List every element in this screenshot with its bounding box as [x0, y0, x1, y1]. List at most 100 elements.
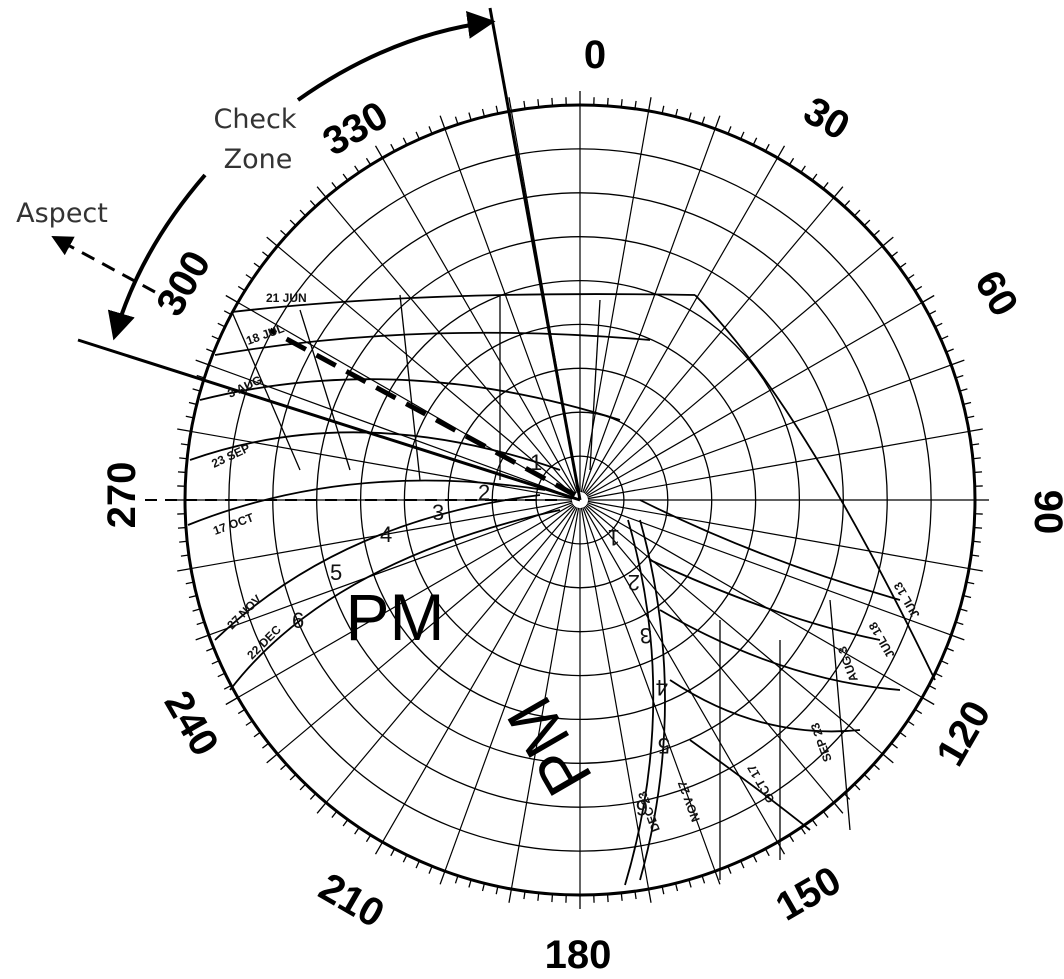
hour-label: 5: [658, 733, 670, 758]
azimuth-line: [587, 502, 952, 636]
sun-path-curve: [639, 519, 666, 881]
hour-label: 6: [636, 795, 648, 820]
degree-tick: [921, 696, 935, 706]
degree-tick: [776, 145, 786, 159]
degree-label-180: 180: [545, 933, 612, 977]
degree-label-270: 270: [100, 462, 144, 529]
degree-tick: [833, 802, 844, 814]
hour-label: 2: [478, 480, 490, 505]
degree-tick: [508, 888, 513, 903]
sun-path-curve: [669, 679, 861, 733]
hour-label: 5: [330, 560, 342, 585]
azimuth-line: [277, 245, 575, 496]
azimuth-line: [237, 301, 574, 497]
sun-path-curve: [689, 739, 811, 831]
date-label: 22 DEC: [244, 622, 284, 662]
degree-tick: [714, 115, 721, 130]
degree-tick: [833, 186, 844, 198]
degree-tick: [316, 186, 327, 198]
degree-label-300: 300: [148, 244, 219, 324]
azimuth-line: [583, 157, 779, 494]
hour-label: 1: [530, 450, 542, 475]
degree-tick: [374, 145, 384, 159]
degree-tick: [225, 294, 239, 304]
date-label: NOV 27: [675, 779, 703, 824]
hour-line: [231, 311, 301, 471]
degree-label-0: 0: [584, 33, 606, 77]
azimuth-line: [277, 504, 575, 755]
date-label: 21 JUN: [266, 291, 307, 305]
sun-path-curves: [187, 293, 936, 886]
azimuth-line: [208, 502, 573, 636]
azimuth-line: [237, 503, 574, 699]
azimuth-line: [381, 506, 577, 843]
date-label: 27 NOV: [224, 592, 264, 632]
degree-label-240: 240: [156, 684, 227, 764]
degree-tick: [776, 841, 786, 855]
azimuth-line: [510, 507, 580, 890]
check-zone-label-line2: Zone: [224, 144, 293, 175]
degree-tick: [647, 97, 652, 112]
degree-tick: [439, 870, 446, 885]
azimuth-line: [582, 507, 716, 872]
hour-label: 3: [640, 623, 652, 648]
azimuth-line: [583, 506, 779, 843]
degree-tick: [266, 753, 278, 764]
azimuth-line: [582, 128, 716, 493]
degree-label-150: 150: [769, 858, 849, 929]
sun-path-curve: [694, 294, 936, 681]
degree-tick: [950, 359, 965, 366]
degree-tick: [225, 696, 239, 706]
sun-path-curve: [214, 494, 541, 641]
azimuth-line: [444, 128, 578, 493]
degree-tick: [177, 567, 192, 572]
degree-tick: [950, 634, 965, 641]
degree-tick: [647, 888, 652, 903]
degree-label-120: 120: [928, 694, 999, 774]
hour-label: 6: [292, 608, 304, 633]
sun-path-curve: [214, 331, 651, 356]
azimuth-line: [586, 301, 923, 497]
degree-tick: [374, 841, 384, 855]
degree-label-60: 60: [966, 263, 1026, 324]
hour-label: 4: [380, 522, 392, 547]
azimuth-line: [325, 197, 576, 495]
degree-tick: [714, 870, 721, 885]
azimuth-line: [584, 197, 835, 495]
hour-label: 2: [628, 570, 640, 595]
hour-label: 3: [432, 500, 444, 525]
degree-tick: [195, 634, 210, 641]
degree-label-210: 210: [312, 865, 392, 936]
sun-path-curve: [231, 293, 696, 313]
sun-path-curve: [649, 559, 881, 641]
degree-label-330: 330: [316, 93, 396, 164]
check-zone-boundary-north: [488, 7, 582, 501]
sun-path-curve: [229, 509, 561, 691]
sun-path-curve: [187, 479, 546, 526]
date-label: JUL 18: [866, 619, 898, 660]
degree-tick: [508, 97, 513, 112]
azimuth-line: [586, 503, 923, 699]
degree-label-90: 90: [1026, 490, 1064, 535]
aspect-arrow: [51, 236, 156, 294]
hour-line: [589, 299, 601, 471]
degree-tick: [195, 359, 210, 366]
degree-tick: [882, 753, 894, 764]
degree-tick: [439, 115, 446, 130]
pm-label-inverted: PM: [492, 685, 606, 808]
check-zone-arc-lower: [107, 173, 207, 341]
azimuth-line: [584, 505, 835, 803]
hour-line: [399, 294, 421, 481]
hour-line: [299, 309, 351, 471]
azimuth-line: [444, 507, 578, 872]
azimuth-line: [587, 364, 952, 498]
degree-tick: [177, 428, 192, 433]
sun-path-curve: [624, 519, 655, 886]
degree-tick: [968, 428, 983, 433]
sun-path-curve: [639, 499, 901, 601]
degree-tick: [921, 294, 935, 304]
check-zone-label-line1: Check: [213, 104, 296, 135]
check-zone-arc: [296, 11, 496, 102]
date-label: SEP 23: [808, 721, 835, 764]
